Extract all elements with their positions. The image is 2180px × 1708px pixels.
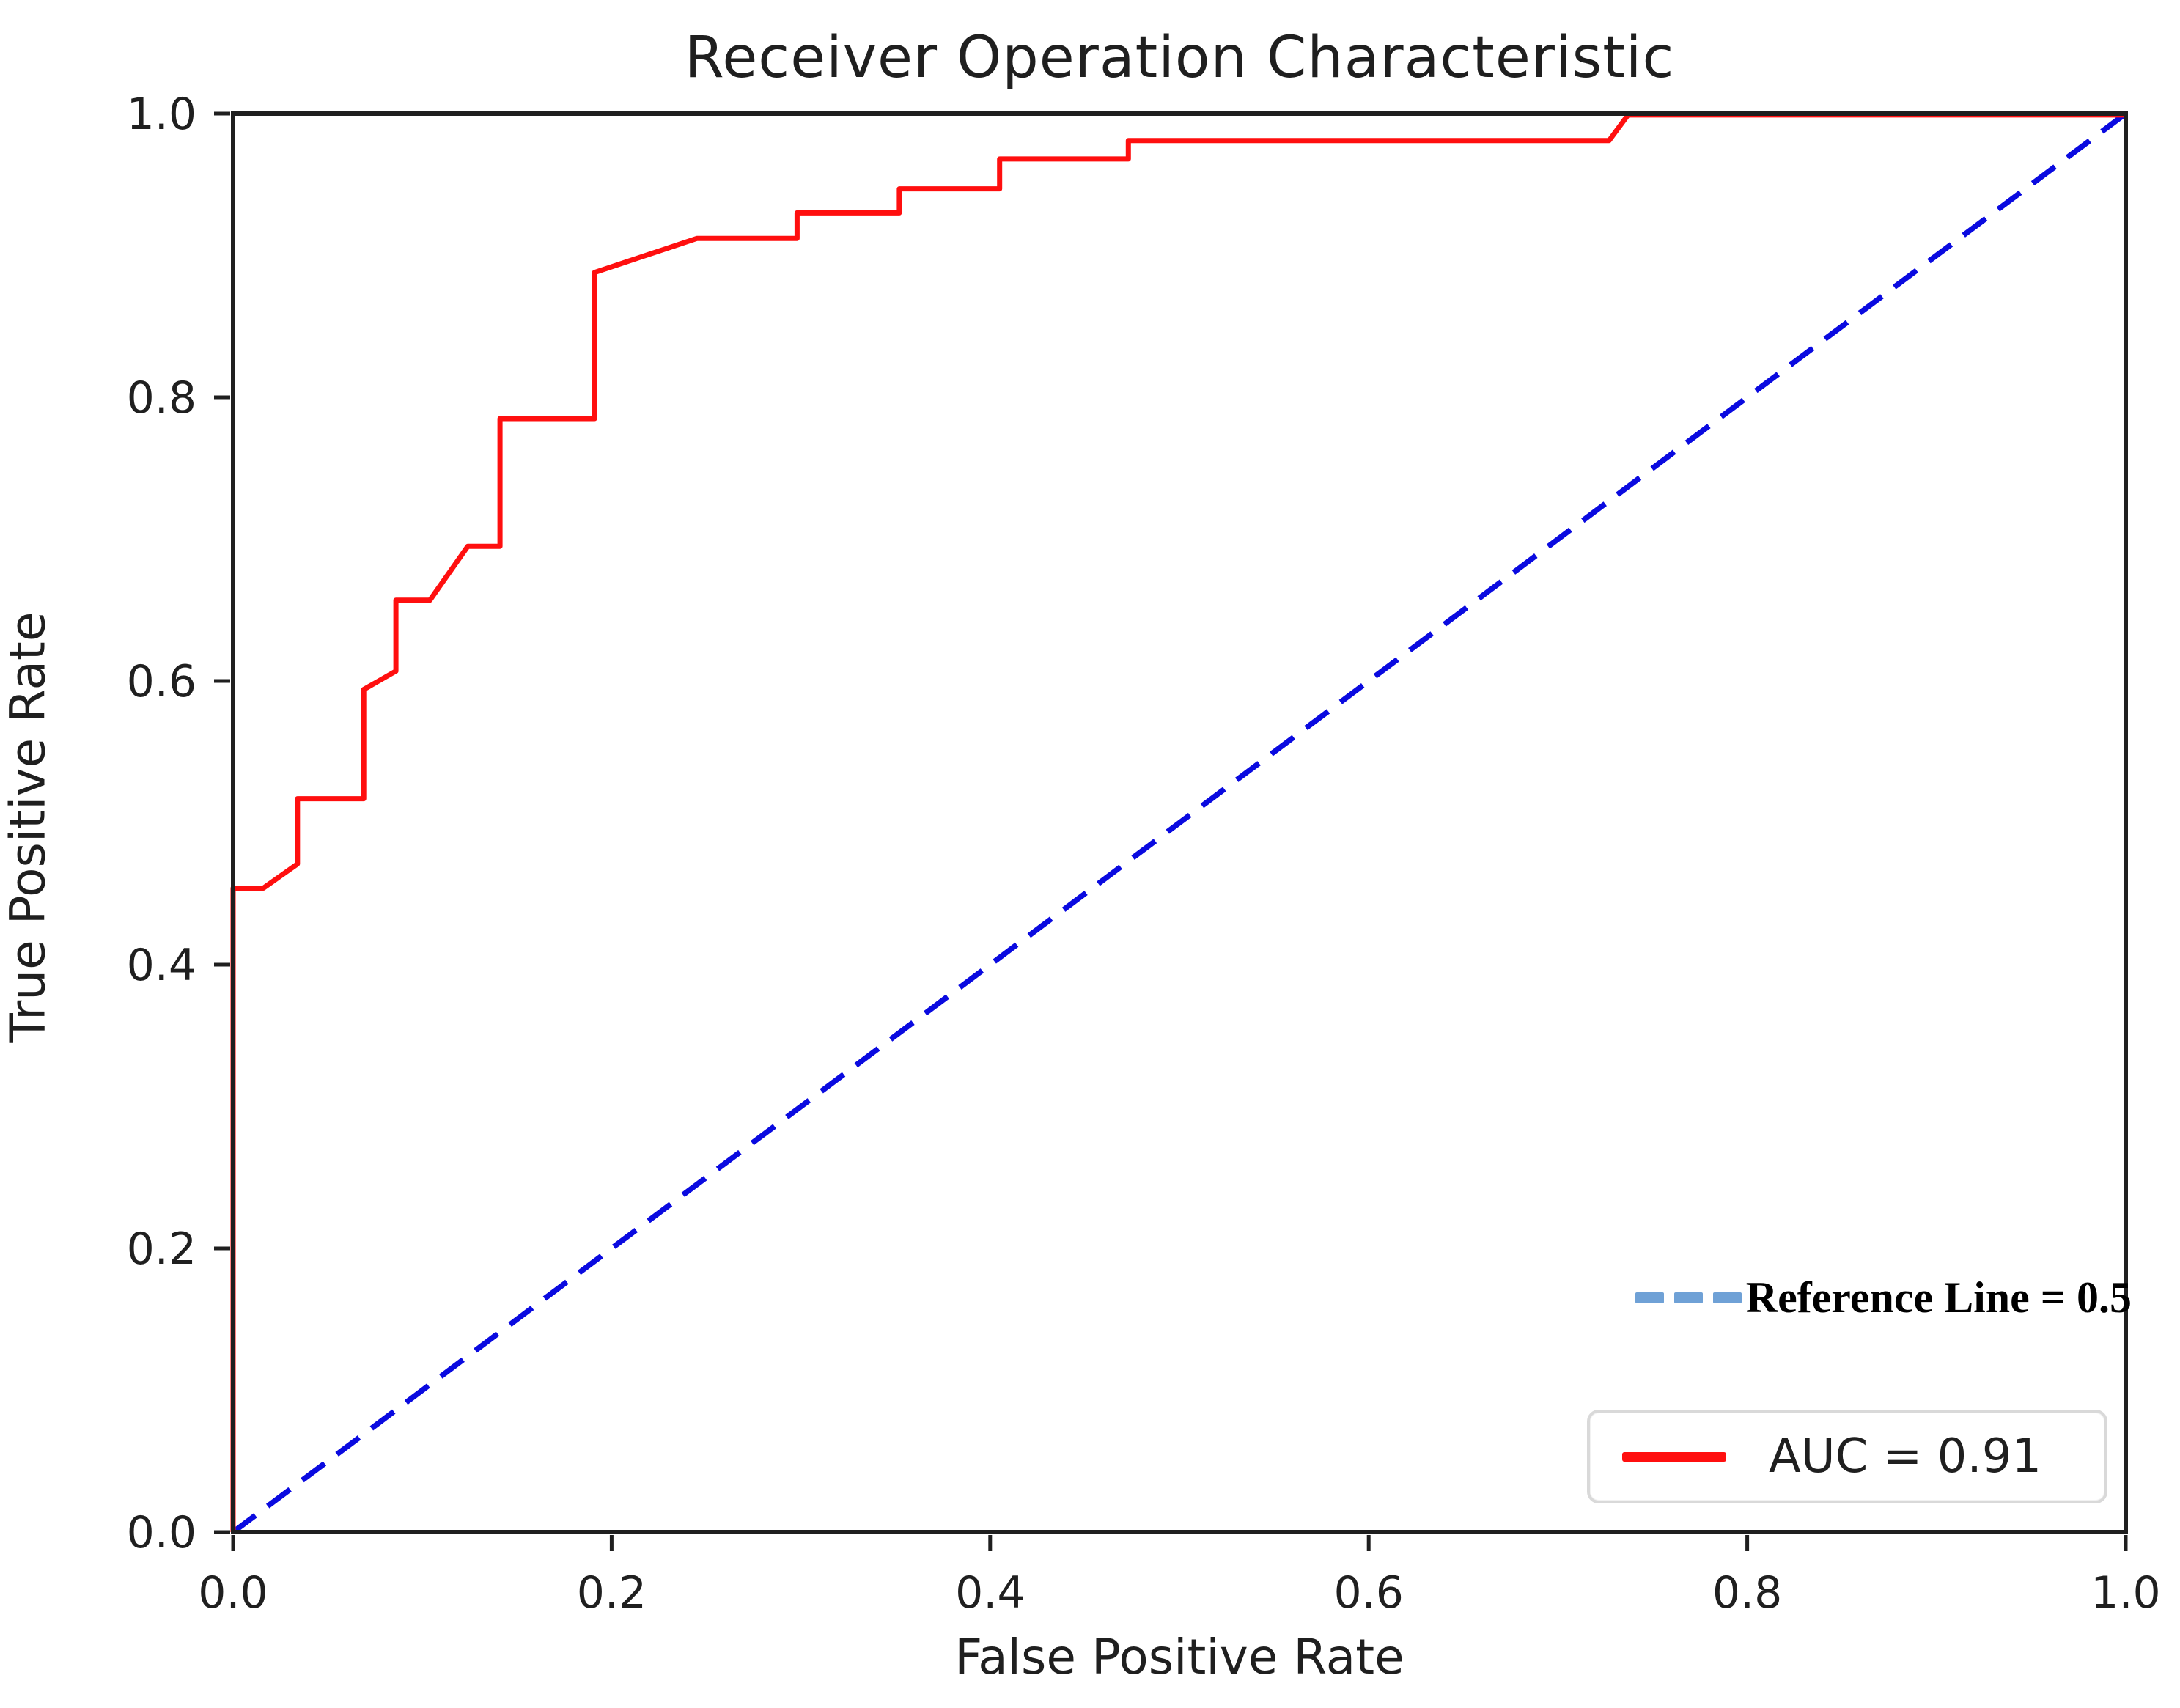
- y-tick-label: 0.8: [127, 372, 196, 424]
- x-tick-label: 0.6: [1333, 1567, 1403, 1619]
- x-tick-label: 0.8: [1712, 1567, 1782, 1619]
- reference-line-dash-sample: [1635, 1292, 1742, 1303]
- legend-roc-line-sample: [1622, 1451, 1726, 1462]
- reference-diagonal-line: [231, 111, 2128, 1535]
- legend-auc-label: AUC = 0.91: [1769, 1429, 2042, 1484]
- y-tick-label: 0.4: [127, 940, 196, 991]
- x-tick-label: 0.2: [577, 1567, 647, 1619]
- chart-title: Receiver Operation Characteristic: [684, 25, 1675, 91]
- y-tick-label: 0.2: [127, 1223, 196, 1275]
- x-axis-label: False Positive Rate: [954, 1629, 1404, 1685]
- x-tick-label: 0.0: [198, 1567, 268, 1619]
- reference-line-annotation: Reference Line = 0.5: [1576, 1273, 2132, 1322]
- y-tick-label: 0.0: [127, 1507, 196, 1558]
- y-tick-label: 0.6: [127, 656, 196, 707]
- dash-segment: [1635, 1292, 1664, 1303]
- axes-spines: [231, 111, 2128, 1534]
- y-tick-label: 1.0: [127, 89, 196, 140]
- legend: AUC = 0.91: [1587, 1410, 2107, 1503]
- x-tick-label: 1.0: [2091, 1567, 2160, 1619]
- dash-segment: [1673, 1292, 1703, 1303]
- reference-line-annotation-text: Reference Line = 0.5: [1745, 1273, 2132, 1322]
- x-tick-label: 0.4: [955, 1567, 1025, 1619]
- roc-curve-line: [230, 112, 2126, 1532]
- y-axis-label: True Positive Rate: [0, 611, 56, 1043]
- dash-segment: [1712, 1292, 1742, 1303]
